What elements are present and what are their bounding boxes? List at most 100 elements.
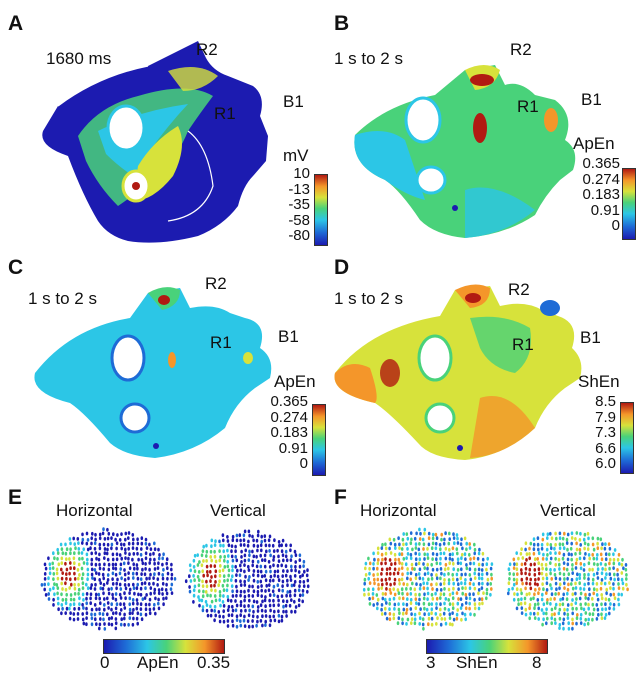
electrode-dot xyxy=(248,585,251,589)
electrode-dot xyxy=(273,549,276,553)
electrode-dot xyxy=(575,597,578,601)
electrode-dot xyxy=(430,573,433,577)
electrode-dot xyxy=(257,544,260,548)
electrode-dot xyxy=(604,616,607,620)
electrode-dot xyxy=(102,587,105,591)
electrode-dot xyxy=(205,590,208,594)
electrode-dot xyxy=(423,597,426,601)
electrode-dot xyxy=(202,549,205,553)
electrode-dot xyxy=(473,572,476,576)
electrode-dot xyxy=(385,547,388,551)
electrode-dot xyxy=(232,624,235,628)
electrode-dot xyxy=(157,577,160,581)
electrode-dot xyxy=(165,596,168,600)
electrode-dot xyxy=(278,559,281,563)
electrode-dot xyxy=(456,608,459,612)
electrode-dot xyxy=(231,619,234,623)
electrode-dot xyxy=(372,573,375,577)
region-label-r2-d: R2 xyxy=(508,280,530,300)
electrode-dot xyxy=(223,559,226,563)
electrode-dot xyxy=(579,597,582,601)
electrode-dot xyxy=(516,567,519,571)
electrode-dot xyxy=(129,566,132,570)
electrode-dot xyxy=(605,557,608,561)
electrode-dot xyxy=(424,528,427,532)
electrode-dot xyxy=(170,563,173,567)
electrode-dot xyxy=(419,537,422,541)
electrode-dot xyxy=(566,597,569,601)
electrode-dot xyxy=(584,593,587,597)
electrode-dot xyxy=(381,558,384,562)
electrode-dot xyxy=(193,559,196,563)
electrode-dot xyxy=(601,616,604,620)
electrode-dot xyxy=(131,558,134,562)
electrode-dot xyxy=(616,568,619,572)
electrode-dot xyxy=(546,542,549,546)
electrode-dot xyxy=(127,577,130,581)
colorbar-tick: 6.6 xyxy=(568,441,616,457)
electrode-dot xyxy=(426,563,429,567)
electrode-dot xyxy=(394,593,397,597)
electrode-dot xyxy=(555,603,558,607)
electrode-dot xyxy=(515,551,518,555)
electrode-dot xyxy=(114,538,117,542)
electrode-dot xyxy=(119,602,122,606)
electrode-dot xyxy=(578,576,581,580)
electrode-dot xyxy=(439,543,442,547)
electrode-dot xyxy=(274,619,277,623)
electrode-dot xyxy=(413,567,416,571)
electrode-dot xyxy=(94,613,97,617)
electrode-dot xyxy=(290,610,293,614)
electrode-dot xyxy=(486,572,489,576)
electrode-dot xyxy=(154,612,157,616)
electrode-dot xyxy=(625,568,628,572)
electrode-dot xyxy=(453,536,456,540)
electrode-dot xyxy=(99,587,102,591)
electrode-dot xyxy=(443,587,446,591)
electrode-dot xyxy=(244,595,247,599)
electrode-dot xyxy=(102,527,105,531)
electrode-dot xyxy=(87,568,90,572)
electrode-dot xyxy=(554,618,557,622)
electrode-dot xyxy=(153,591,156,595)
electrode-dot xyxy=(198,583,201,587)
electrode-dot xyxy=(559,582,562,586)
electrode-dot xyxy=(210,559,213,563)
electrode-dot xyxy=(542,577,545,581)
electrode-dot xyxy=(193,578,196,582)
electrode-dot xyxy=(82,547,85,551)
electrode-dot xyxy=(219,590,222,594)
electrode-dot xyxy=(115,573,118,577)
electrode-dot xyxy=(227,595,230,599)
electrode-dot xyxy=(410,592,413,596)
electrode-dot xyxy=(236,559,239,563)
electrode-dot xyxy=(98,597,101,601)
electrode-dot xyxy=(528,616,531,620)
region-label-r2-c: R2 xyxy=(205,274,227,294)
electrode-dot xyxy=(210,588,213,592)
electrode-dot xyxy=(120,576,123,580)
electrode-dot xyxy=(210,609,213,613)
electrode-dot xyxy=(65,572,68,576)
electrode-dot xyxy=(269,593,272,597)
electrode-dot xyxy=(148,577,151,581)
electrode-dot xyxy=(210,550,213,554)
electrode-dot xyxy=(149,592,152,596)
electrode-dot xyxy=(473,552,476,556)
electrode-dot xyxy=(81,567,84,571)
electrode-dot xyxy=(228,543,231,547)
electrode-dot xyxy=(218,559,221,563)
electrode-dot xyxy=(551,536,554,540)
electrode-dot xyxy=(394,543,397,547)
electrode-dot xyxy=(439,562,442,566)
electrode-dot xyxy=(431,546,434,550)
electrode-dot xyxy=(525,567,528,571)
electrode-dot xyxy=(73,551,76,555)
electrode-dot xyxy=(583,556,586,560)
electrode-dot xyxy=(124,538,127,542)
electrode-dot xyxy=(235,573,238,577)
electrode-dot xyxy=(422,547,425,551)
electrode-dot xyxy=(90,536,93,540)
electrode-dot xyxy=(622,587,625,591)
electrode-dot xyxy=(91,616,94,620)
